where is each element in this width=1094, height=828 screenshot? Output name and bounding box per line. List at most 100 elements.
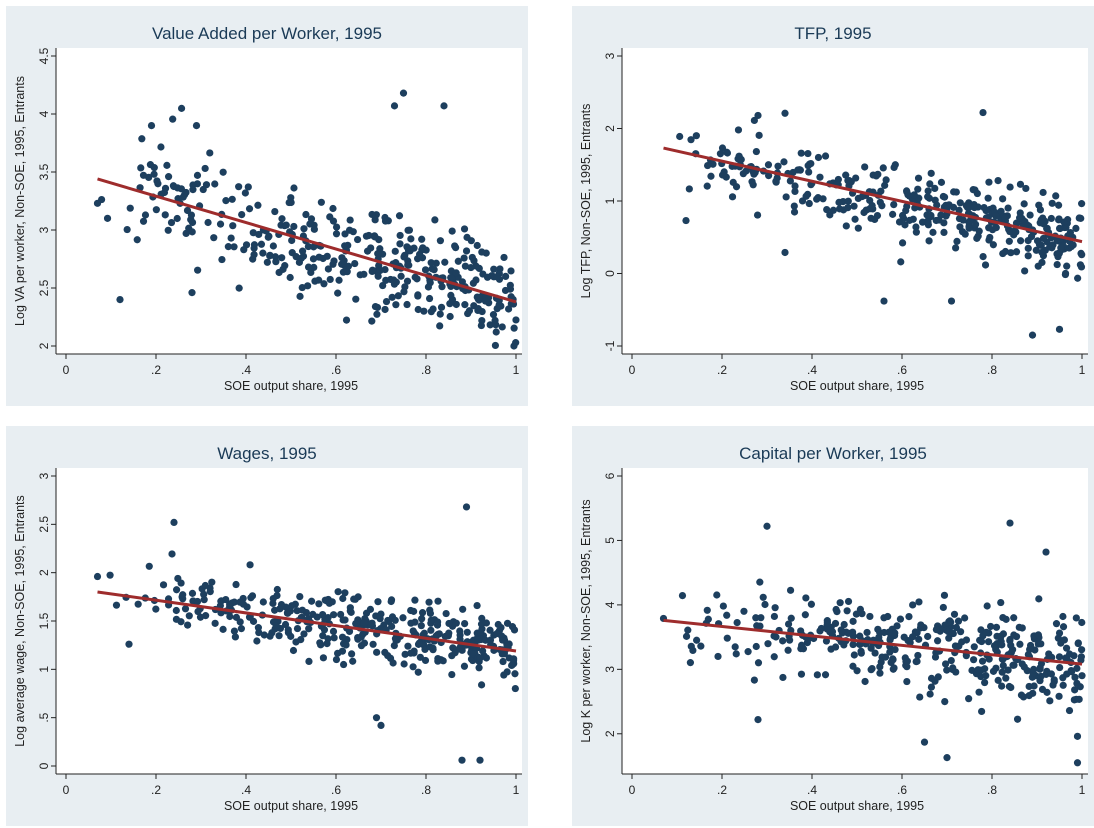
- scatter-point: [905, 216, 914, 224]
- scatter-point: [992, 212, 1000, 220]
- scatter-point: [1032, 246, 1040, 254]
- scatter-point: [914, 651, 922, 660]
- x-axis-label: SOE output share, 1995: [790, 379, 924, 393]
- scatter-point: [334, 588, 342, 596]
- scatter-point: [459, 605, 467, 613]
- scatter-point: [1047, 214, 1055, 223]
- scatter-point: [469, 279, 477, 287]
- y-axis-label: Log average wage, Non-SOE, 1995, Entrant…: [13, 495, 27, 747]
- scatter-point: [753, 211, 762, 219]
- scatter-point: [1022, 184, 1030, 193]
- scatter-point: [237, 625, 245, 633]
- scatter-point: [1012, 248, 1021, 256]
- scatter-point: [332, 223, 341, 231]
- scatter-point: [150, 170, 158, 178]
- scatter-point: [236, 618, 244, 626]
- scatter-point: [947, 618, 955, 626]
- scatter-point: [512, 339, 520, 347]
- scatter-point: [420, 307, 428, 315]
- x-tick-label: .8: [987, 783, 997, 797]
- y-tick-label: 2: [37, 342, 51, 349]
- chart-svg-wages: Wages, 1995 0 .2 .4 .6 .8 1 0 .5 1 1.5 2 2.5 3 SOE out…: [13, 444, 522, 813]
- scatter-point: [329, 204, 337, 213]
- scatter-point: [1073, 759, 1082, 767]
- scatter-point: [838, 629, 846, 637]
- scatter-point: [371, 302, 380, 311]
- scatter-point: [395, 212, 404, 220]
- scatter-point: [1037, 672, 1045, 680]
- scatter-point: [437, 303, 446, 311]
- scatter-point: [438, 283, 446, 291]
- scatter-point: [949, 203, 958, 211]
- scatter-point: [320, 280, 328, 288]
- scatter-point: [757, 614, 765, 622]
- scatter-point: [235, 183, 243, 191]
- y-tick-label: 3: [37, 472, 51, 479]
- scatter-point: [241, 189, 249, 197]
- x-axis-label: SOE output share, 1995: [224, 379, 358, 393]
- scatter-point: [970, 203, 979, 212]
- scatter-point: [678, 592, 687, 600]
- scatter-point: [407, 235, 415, 243]
- scatter-point: [807, 600, 816, 608]
- scatter-point: [984, 194, 992, 202]
- scatter-point: [427, 259, 435, 267]
- scatter-point: [756, 578, 764, 586]
- scatter-point: [933, 637, 942, 645]
- scatter-point: [382, 276, 390, 284]
- scatter-point: [849, 640, 857, 649]
- scatter-point: [1074, 274, 1082, 282]
- scatter-point: [955, 206, 963, 214]
- scatter-point: [211, 619, 219, 627]
- scatter-point: [163, 161, 171, 169]
- scatter-point: [439, 657, 447, 665]
- scatter-point: [704, 161, 712, 170]
- scatter-point: [886, 636, 894, 644]
- scatter-point: [733, 618, 741, 627]
- scatter-point: [259, 249, 267, 257]
- scatter-point: [1070, 652, 1078, 660]
- scatter-point: [998, 682, 1006, 690]
- scatter-point: [184, 621, 192, 629]
- scatter-point: [446, 312, 454, 321]
- scatter-point: [200, 590, 208, 598]
- scatter-point: [255, 628, 263, 637]
- scatter-point: [334, 649, 342, 657]
- scatter-point: [273, 585, 281, 594]
- scatter-point: [1053, 260, 1061, 269]
- scatter-point: [876, 198, 884, 206]
- scatter-point: [510, 324, 518, 332]
- scatter-point: [871, 649, 879, 657]
- scatter-point: [357, 633, 365, 641]
- scatter-point: [983, 602, 991, 610]
- scatter-point: [170, 182, 178, 191]
- scatter-point: [1010, 614, 1018, 622]
- scatter-point: [979, 253, 987, 261]
- scatter-point: [448, 670, 456, 679]
- scatter-point: [153, 177, 161, 185]
- scatter-point: [290, 184, 298, 192]
- scatter-point: [426, 609, 435, 617]
- fit-line: [663, 146, 1083, 244]
- scatter-point: [1073, 732, 1082, 740]
- scatter-point: [391, 247, 399, 255]
- scatter-point: [396, 231, 404, 240]
- scatter-point: [334, 289, 342, 297]
- scatter-point: [926, 180, 934, 188]
- scatter-point: [168, 550, 176, 558]
- scatter-point: [1059, 623, 1068, 631]
- scatter-point: [844, 197, 852, 205]
- scatter-point: [851, 215, 859, 223]
- scatter-point: [181, 605, 190, 613]
- scatter-point: [417, 622, 425, 630]
- scatter-point: [302, 210, 310, 219]
- scatter-point: [486, 626, 494, 634]
- scatter-point: [1075, 695, 1083, 703]
- scatter-point: [381, 213, 389, 222]
- scatter-point: [754, 111, 762, 120]
- scatter-point: [462, 247, 471, 255]
- scatter-point: [971, 220, 980, 228]
- scatter-point: [842, 171, 850, 179]
- scatter-point: [374, 272, 382, 280]
- scatter-point: [427, 308, 435, 316]
